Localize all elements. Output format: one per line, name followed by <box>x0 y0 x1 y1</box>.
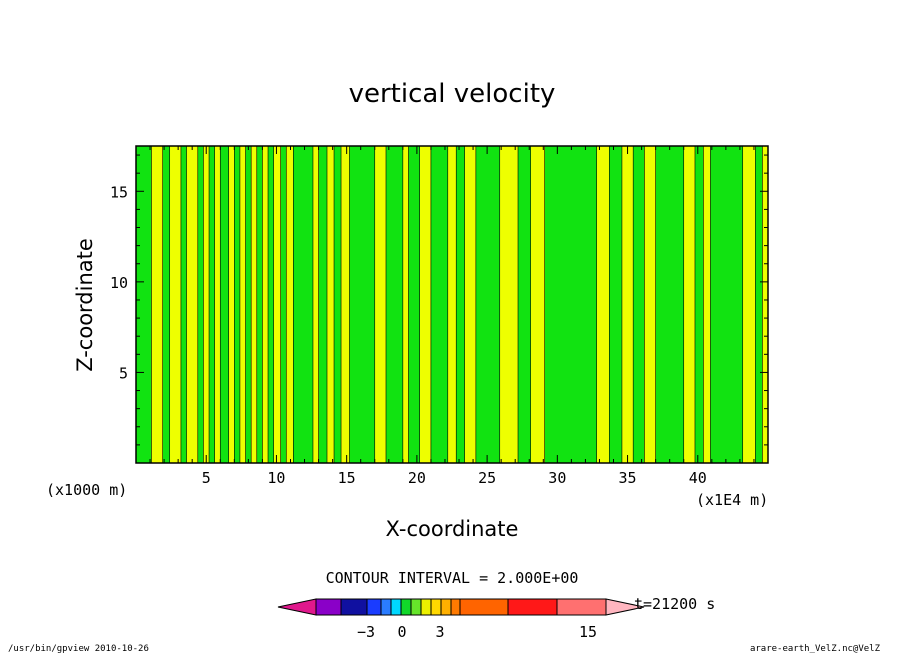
contour-band-11 <box>292 145 314 464</box>
contour-band-20 <box>517 145 531 464</box>
contour-interval-label: CONTOUR INTERVAL = 2.000E+00 <box>326 569 579 587</box>
colorbar-tick-label: 15 <box>579 623 597 641</box>
colorbar-cell <box>380 598 392 616</box>
contour-band-25 <box>694 145 704 464</box>
y-axis-label: Z-coordinate <box>73 238 97 372</box>
x-tick-label: 5 <box>202 469 211 487</box>
plot-area <box>135 145 769 464</box>
x-axis-note: (x1E4 m) <box>696 491 768 509</box>
x-tick-label: 25 <box>478 469 496 487</box>
x-unit-label: (x1000 m) <box>46 481 127 499</box>
contour-band-15 <box>385 145 404 464</box>
colorbar-cell <box>507 598 558 616</box>
colorbar-tick-label: 0 <box>397 623 406 641</box>
contour-band-6 <box>234 145 241 464</box>
contour-band-3 <box>197 145 204 464</box>
contour-band-23 <box>632 145 645 464</box>
colorbar-arrow-right <box>605 598 645 616</box>
footer-right: arare-earth_VelZ.nc@VelZ <box>750 644 881 654</box>
x-axis-label: X-coordinate <box>386 517 519 541</box>
contour-band-24 <box>655 145 685 464</box>
contour-band-19 <box>475 145 501 464</box>
colorbar-tick-label: 3 <box>435 623 444 641</box>
contour-band-21 <box>544 145 597 464</box>
contour-band-12 <box>318 145 328 464</box>
contour-band-14 <box>349 145 376 464</box>
colorbar-cell <box>450 598 461 616</box>
contour-band-5 <box>219 145 229 464</box>
contour-band-22 <box>608 145 623 464</box>
colorbar-tick-label: −3 <box>357 623 375 641</box>
colorbar-ticks: −3 0 3 15 <box>357 623 597 641</box>
colorbar-cell <box>390 598 402 616</box>
colorbar-cell <box>366 598 382 616</box>
contour-band-26 <box>710 145 744 464</box>
contour-band-13 <box>333 145 342 464</box>
contour-band-7 <box>245 145 252 464</box>
contour-band-16 <box>408 145 420 464</box>
footer-left: /usr/bin/gpview 2010-10-26 <box>8 644 149 654</box>
contour-band-4 <box>208 145 215 464</box>
x-tick-label: 40 <box>689 469 707 487</box>
time-label: t=21200 s <box>634 595 715 613</box>
colorbar-cell <box>430 598 442 616</box>
x-tick-label: 15 <box>338 469 356 487</box>
x-tick-label: 20 <box>408 469 426 487</box>
contour-band-8 <box>256 145 263 464</box>
contour-band-1 <box>162 145 171 464</box>
colorbar-cell <box>400 598 412 616</box>
colorbar <box>277 598 645 616</box>
contour-band-2 <box>180 145 187 464</box>
colorbar-cell <box>459 598 509 616</box>
colorbar-cell <box>420 598 432 616</box>
colorbar-cell <box>315 598 342 616</box>
y-tick-label: 5 <box>119 364 128 382</box>
contour-band-10 <box>280 145 287 464</box>
contour-fill-bands <box>135 145 763 464</box>
colorbar-cell <box>440 598 452 616</box>
contour-band-17 <box>430 145 449 464</box>
y-tick-label: 15 <box>110 183 128 201</box>
x-tick-label: 10 <box>267 469 285 487</box>
plot-frame <box>135 145 769 464</box>
contour-band-18 <box>455 145 465 464</box>
contour-band-0 <box>135 145 152 464</box>
x-tick-label: 30 <box>548 469 566 487</box>
colorbar-cell <box>556 598 607 616</box>
chart-title: vertical velocity <box>349 79 556 109</box>
y-tick-label: 10 <box>110 274 128 292</box>
x-tick-label: 35 <box>619 469 637 487</box>
colorbar-arrow-left <box>277 598 317 616</box>
y-axis: 5 10 15 <box>110 154 768 446</box>
x-axis: 5 10 15 20 25 30 35 40 <box>149 146 755 487</box>
contour-band-27 <box>755 145 763 464</box>
contour-band-9 <box>267 145 274 464</box>
colorbar-cell <box>410 598 422 616</box>
colorbar-cell <box>340 598 368 616</box>
